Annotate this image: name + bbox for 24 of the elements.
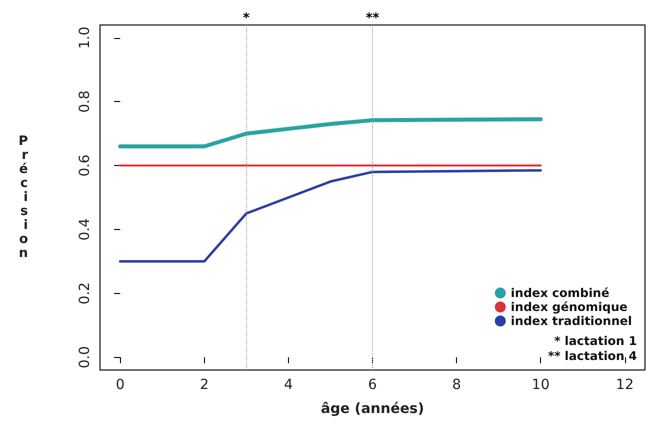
annotation: * lactation 1 [554, 334, 638, 348]
line-series [118, 117, 543, 148]
x-tick-label: 0 [116, 377, 125, 393]
y-tick-label: 0.4 [77, 218, 93, 241]
ref-line-label: * [242, 11, 250, 26]
y-tick-label: 1.0 [77, 26, 93, 49]
y-tick-label: 0.0 [77, 346, 93, 368]
x-tick-label: 2 [200, 377, 209, 393]
annotation: ** lactation 4 [548, 349, 638, 363]
x-tick-label: 8 [452, 377, 462, 393]
text: Précision [18, 134, 28, 261]
legend-label: index combiné [510, 286, 610, 300]
y-tick-label: 0.6 [77, 154, 93, 177]
legend-label: index génomique [510, 300, 628, 314]
x-tick-label: 6 [368, 377, 378, 393]
x-tick-label: 4 [284, 377, 293, 393]
x-axis-title: âge (années) [320, 401, 424, 417]
legend-label: index traditionnel [510, 314, 632, 328]
y-tick-label: 0.8 [77, 90, 93, 113]
line-series [118, 169, 542, 263]
x-tick-label: 12 [616, 377, 634, 393]
ref-line-label: ** [366, 11, 380, 26]
x-tick-label: 10 [532, 377, 550, 393]
y-tick-label: 0.2 [77, 282, 93, 304]
